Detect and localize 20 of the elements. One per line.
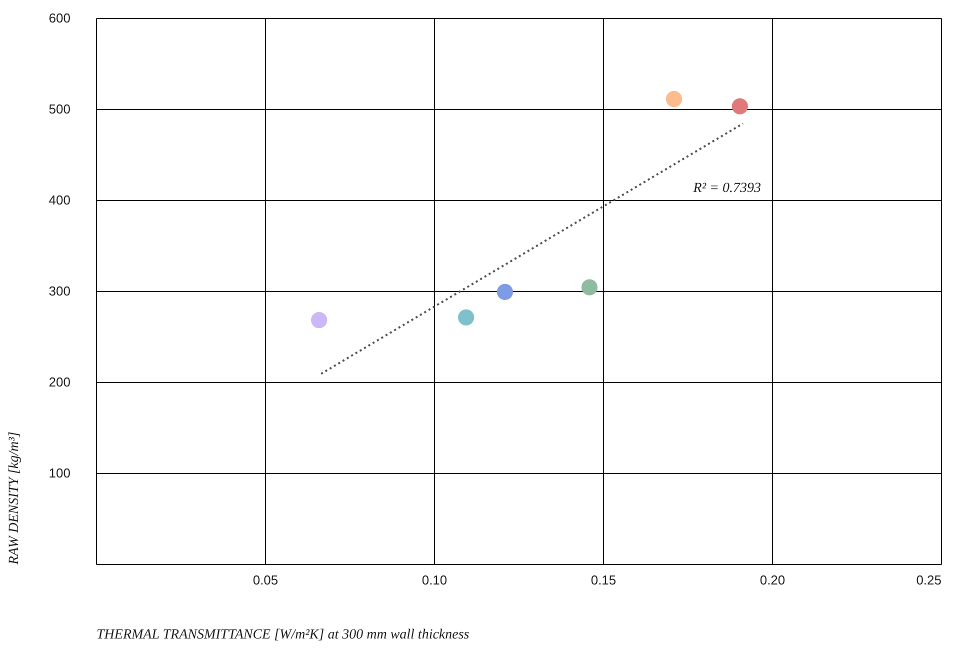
point — [311, 312, 328, 328]
point — [458, 309, 474, 326]
x-tick-label: 0.25 — [916, 572, 942, 588]
point — [666, 90, 682, 108]
x-tick-label: 0.20 — [760, 572, 786, 588]
x-tick-label: 0.10 — [422, 572, 448, 588]
y-tick-label: 300 — [48, 284, 70, 298]
point — [496, 284, 514, 300]
point — [581, 279, 598, 296]
y-tick-label: 100 — [48, 466, 70, 480]
x-tick-label: 0.15 — [590, 572, 616, 588]
point — [732, 98, 748, 114]
x-axis-title: THERMAL TRANSMITTANCE [W/m²K] at 300 mm wall thickness — [96, 628, 470, 642]
y-tick-label: 600 — [48, 10, 70, 26]
y-tick-label: 200 — [48, 374, 70, 390]
x-tick-label: 0.05 — [252, 572, 278, 588]
y-axis-title: RAW DENSITY [kg/m³] — [6, 432, 22, 566]
y-tick-label: 400 — [48, 192, 70, 208]
y-tick-label: 500 — [48, 102, 70, 116]
annotation: R² = 0.7393 — [692, 181, 761, 196]
